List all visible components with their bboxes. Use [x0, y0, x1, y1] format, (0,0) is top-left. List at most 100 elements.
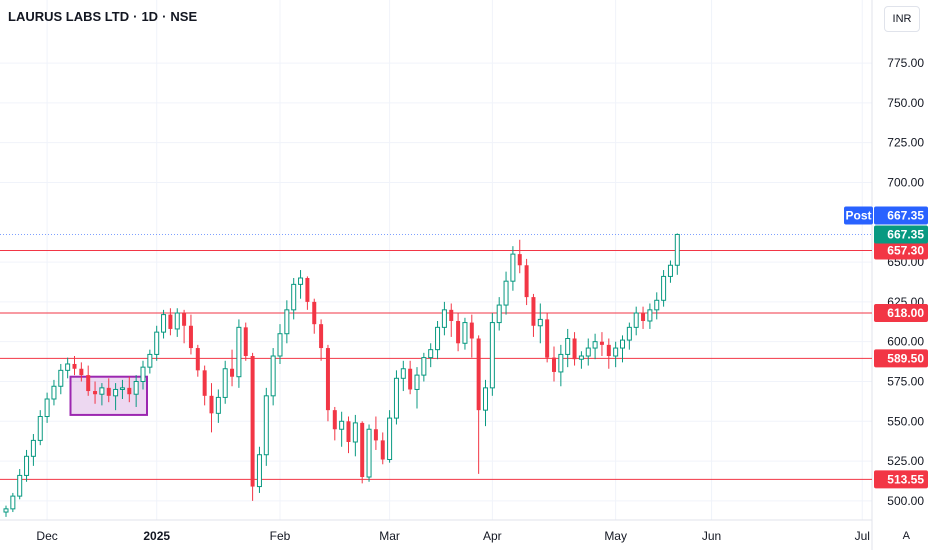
candle-body [633, 312, 639, 328]
candle [277, 324, 283, 364]
price-tick-label: 600.00 [887, 335, 924, 349]
candle-body [496, 304, 502, 324]
candle [127, 376, 132, 403]
candle [195, 344, 200, 377]
candle [620, 335, 625, 363]
level-price-tag: 513.55 [887, 472, 924, 486]
candle-body [113, 388, 119, 397]
candle-body [236, 326, 242, 378]
candle [140, 360, 146, 390]
candle [174, 308, 180, 337]
candle-body [613, 347, 619, 357]
candle [325, 344, 330, 422]
candle-body [552, 357, 556, 372]
candle [99, 383, 105, 406]
candle [531, 293, 536, 337]
title-separator: · [133, 9, 138, 24]
candle [113, 383, 119, 411]
candle-body [387, 417, 393, 460]
candle [393, 370, 399, 425]
post-price-tag-bg [874, 206, 928, 225]
candle [449, 303, 454, 337]
level-price-tag: 618.00 [887, 306, 924, 320]
candle-body [400, 368, 406, 379]
price-tick-label: 775.00 [887, 56, 924, 70]
candle [456, 313, 461, 352]
candle-body [565, 338, 571, 355]
candle [462, 317, 468, 350]
candle [360, 421, 365, 484]
candle-body [674, 233, 680, 266]
candle [408, 360, 413, 395]
candle-body [517, 254, 522, 266]
candles [3, 233, 680, 517]
price-tags: 513.55 589.50 618.00 657.30 667.35 667.35 Post [844, 206, 928, 489]
candle [230, 349, 235, 387]
price-axis[interactable]: 500.00525.00550.00575.00600.00625.00650.… [873, 0, 932, 550]
candle-body [161, 314, 167, 333]
time-tick-label: Mar [379, 529, 400, 543]
candle-body [182, 313, 187, 326]
candle [565, 328, 571, 368]
price-tick-label: 700.00 [887, 175, 924, 189]
candle [119, 379, 125, 399]
candle-body [312, 301, 317, 325]
title-separator: · [162, 9, 167, 24]
candle-body [352, 422, 358, 443]
candle [441, 301, 447, 336]
candle-body [428, 349, 434, 359]
currency-button[interactable]: INR [884, 6, 920, 32]
auto-scale-button[interactable]: A [902, 530, 910, 542]
candle [202, 365, 207, 406]
candle-body [79, 368, 84, 376]
candle-body [667, 264, 673, 277]
level-price-tag: 657.30 [887, 243, 924, 257]
candle-body [10, 495, 16, 510]
time-axis[interactable]: Dec2025FebMarAprMayJunJulAug [36, 529, 932, 543]
candle-body [3, 508, 9, 513]
candle [161, 309, 167, 339]
candle [496, 297, 502, 331]
candle-body [531, 297, 536, 326]
candle-body [489, 322, 495, 389]
candle [517, 239, 522, 274]
candle-body [469, 322, 474, 339]
candle [414, 367, 420, 409]
candle-body [414, 374, 420, 390]
candle-body [277, 333, 283, 357]
candle-body [558, 353, 564, 373]
candle-body [188, 325, 193, 349]
exchange-label: NSE [170, 9, 198, 24]
candle [373, 416, 378, 450]
candle [483, 379, 488, 427]
post-label: Post [845, 208, 871, 222]
candle-body [215, 396, 221, 414]
candle [79, 362, 84, 382]
candle-body [483, 387, 488, 411]
candle-body [599, 341, 604, 345]
candle-body [154, 331, 160, 355]
candle-body [298, 277, 304, 285]
candle-body [44, 398, 50, 418]
candle-body [339, 420, 345, 430]
candle-body [620, 339, 625, 349]
candle [284, 300, 290, 344]
candle [503, 271, 509, 315]
time-tick-label: Feb [270, 529, 291, 543]
candle [65, 357, 71, 379]
candle-body [127, 387, 132, 395]
candle-body [230, 368, 235, 377]
candle [86, 365, 91, 396]
candle-body [537, 318, 543, 327]
time-tick-label: 2025 [143, 529, 170, 543]
candle-body [30, 439, 36, 457]
candle-body [524, 265, 529, 298]
price-tick-label: 725.00 [887, 136, 924, 150]
support-resistance-levels [0, 249, 872, 480]
candle [44, 392, 50, 423]
last-price-tag: 667.35 [887, 227, 924, 241]
candle [168, 308, 173, 336]
candle-body [373, 429, 378, 441]
